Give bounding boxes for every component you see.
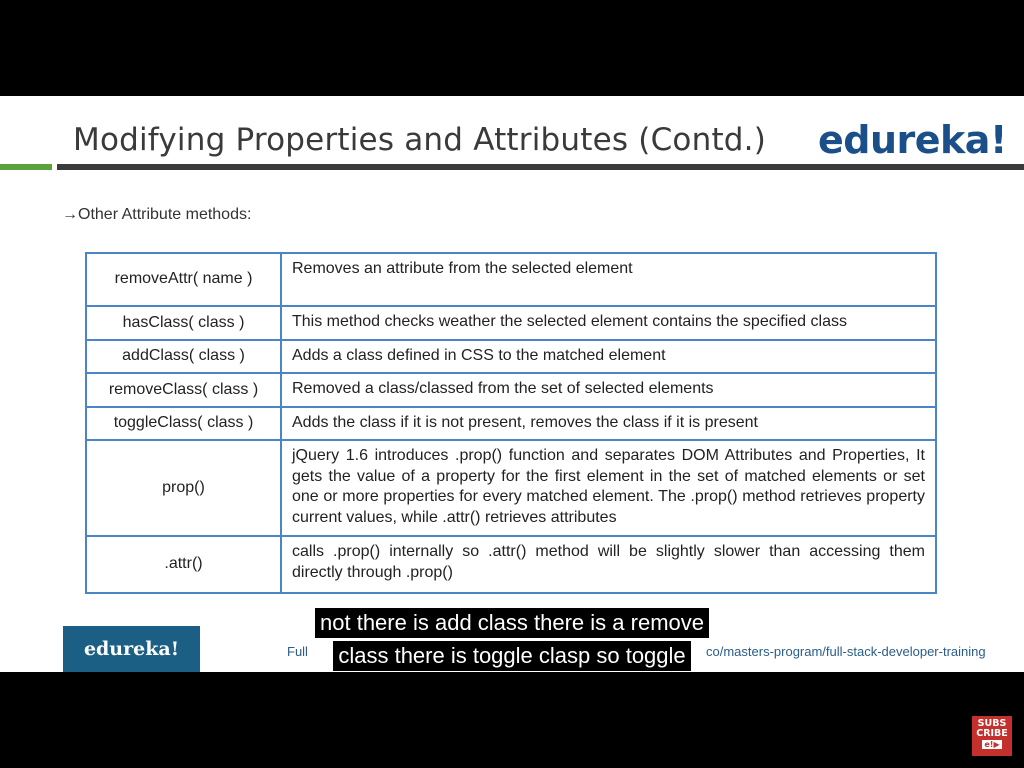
table-row: prop() jQuery 1.6 introduces .prop() fun…	[85, 439, 937, 537]
subscribe-label-2: CRIBE	[976, 728, 1008, 739]
edureka-play-icon: e!▶	[982, 740, 1002, 749]
method-name: .attr()	[85, 535, 282, 594]
table-row: removeClass( class ) Removed a class/cla…	[85, 372, 937, 408]
title-rule-accent	[0, 164, 52, 170]
method-description: This method checks weather the selected …	[280, 305, 937, 341]
methods-table: removeAttr( name ) Removes an attribute …	[85, 252, 937, 594]
subscribe-button[interactable]: SUBS CRIBE e!▶	[972, 716, 1012, 756]
method-name: prop()	[85, 439, 282, 537]
footer-url[interactable]: Full co/masters-program/full-stack-devel…	[287, 644, 986, 659]
video-captions: not there is add class there is a remove…	[0, 608, 1024, 674]
table-row: hasClass( class ) This method checks wea…	[85, 305, 937, 341]
subscribe-label-1: SUBS	[977, 718, 1007, 729]
edureka-logo: edureka!	[818, 118, 1007, 162]
table-row: toggleClass( class ) Adds the class if i…	[85, 405, 937, 441]
caption-line-2: class there is toggle clasp so toggle	[333, 641, 691, 671]
method-description: jQuery 1.6 introduces .prop() function a…	[280, 439, 937, 537]
footer-url-end: co/masters-program/full-stack-developer-…	[706, 644, 986, 659]
method-description: calls .prop() internally so .attr() meth…	[280, 535, 937, 594]
method-name: removeAttr( name )	[85, 252, 282, 307]
table-row: .attr() calls .prop() internally so .att…	[85, 535, 937, 594]
method-name: hasClass( class )	[85, 305, 282, 341]
section-subtitle: →Other Attribute methods:	[62, 206, 252, 223]
method-name: removeClass( class )	[85, 372, 282, 408]
table-row: removeAttr( name ) Removes an attribute …	[85, 252, 937, 307]
method-description: Removes an attribute from the selected e…	[280, 252, 937, 307]
method-description: Adds the class if it is not present, rem…	[280, 405, 937, 441]
slide-title: Modifying Properties and Attributes (Con…	[73, 122, 767, 158]
caption-line-1: not there is add class there is a remove	[315, 608, 709, 638]
method-name: toggleClass( class )	[85, 405, 282, 441]
method-name: addClass( class )	[85, 338, 282, 374]
title-rule	[57, 164, 1024, 170]
table-row: addClass( class ) Adds a class defined i…	[85, 338, 937, 374]
footer-url-start: Full	[287, 644, 308, 659]
footer-logo: edureka!	[63, 626, 200, 672]
method-description: Removed a class/classed from the set of …	[280, 372, 937, 408]
method-description: Adds a class defined in CSS to the match…	[280, 338, 937, 374]
slide: Modifying Properties and Attributes (Con…	[0, 96, 1024, 672]
